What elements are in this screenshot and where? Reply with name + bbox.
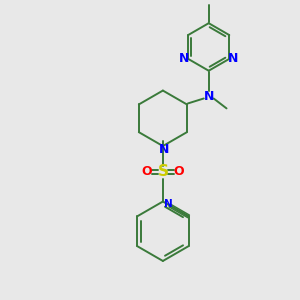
Text: S: S xyxy=(158,164,168,179)
Text: N: N xyxy=(179,52,189,65)
Text: N: N xyxy=(164,200,173,209)
Text: N: N xyxy=(203,90,214,103)
Text: O: O xyxy=(173,165,184,178)
Text: O: O xyxy=(142,165,152,178)
Text: N: N xyxy=(228,52,238,65)
Text: N: N xyxy=(159,142,169,155)
